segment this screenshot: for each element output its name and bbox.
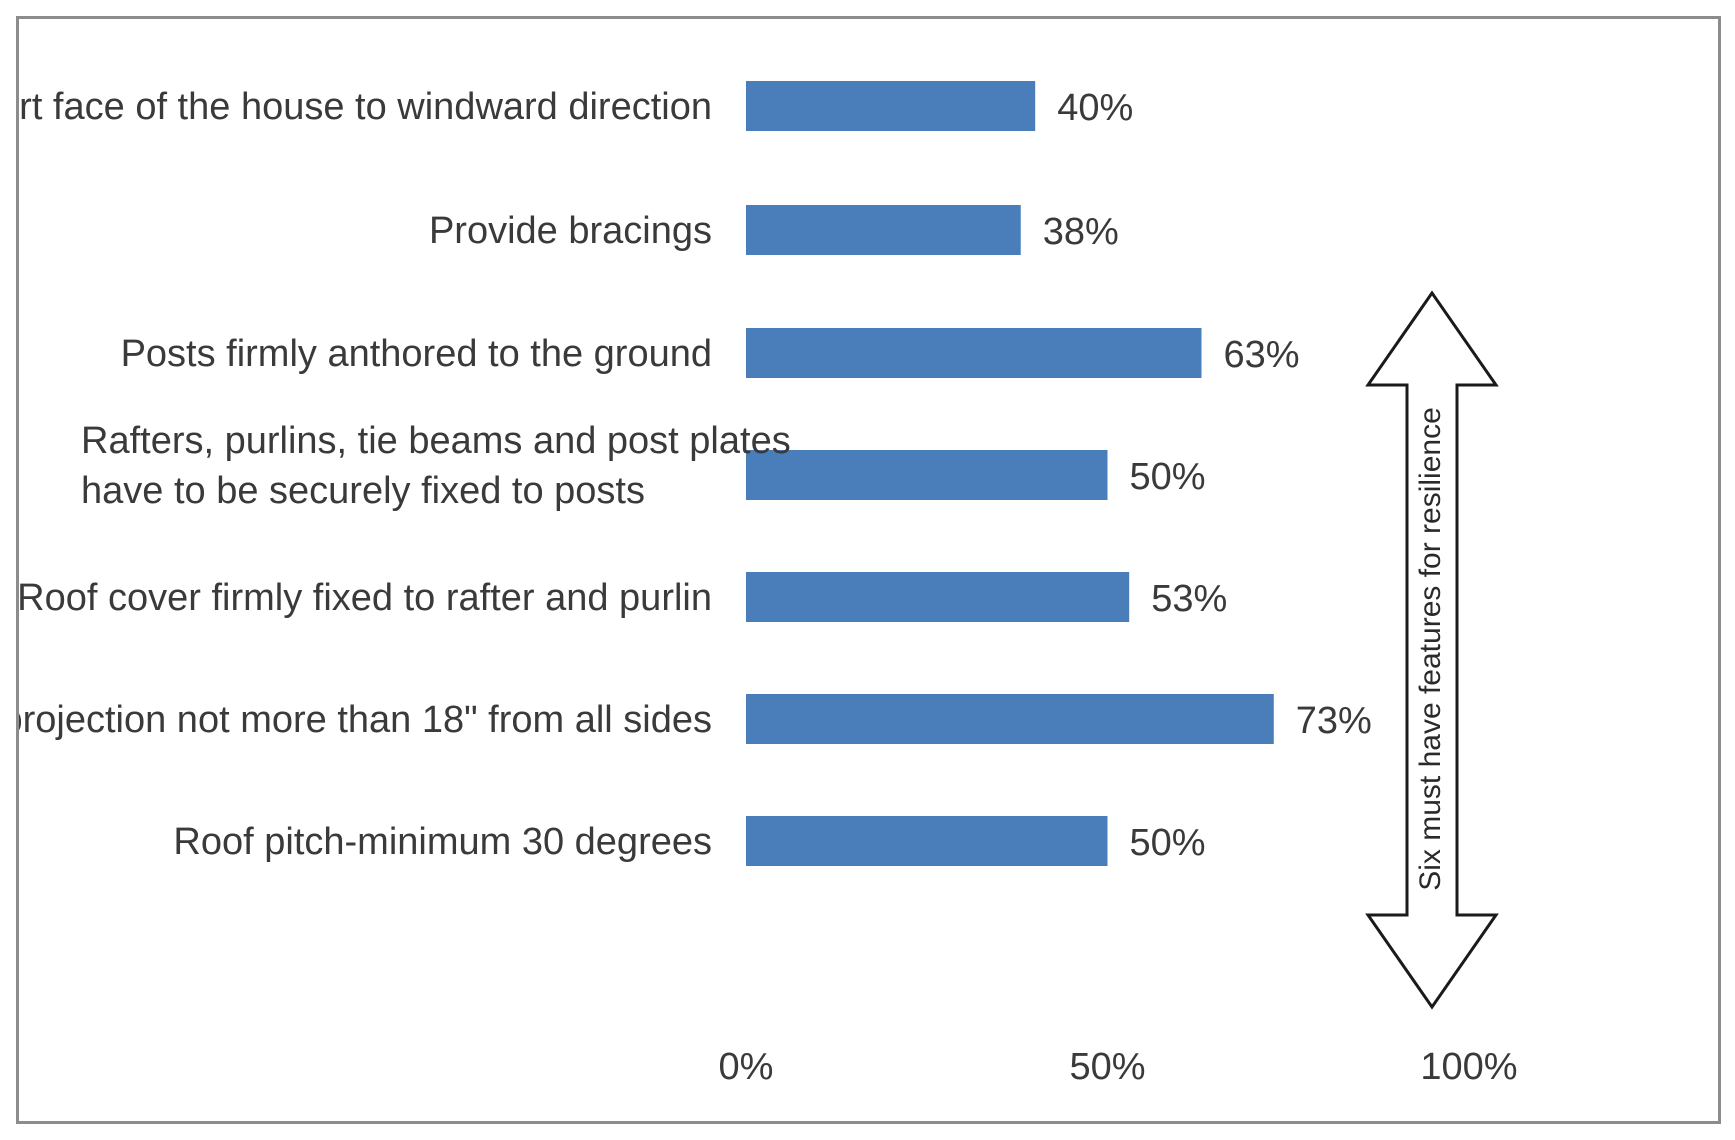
bars-layer (746, 81, 1274, 866)
bar (746, 81, 1036, 131)
x-tick-label: 100% (1420, 1046, 1517, 1088)
category-label: Roof cover firmly fixed to rafter and pu… (19, 577, 712, 619)
bar (746, 205, 1021, 255)
category-label: Rafters, purlins, tie beams and post pla… (81, 420, 791, 512)
bar-chart: Short face of the house to windward dire… (19, 81, 1518, 1088)
category-label: Posts firmly anthored to the ground (121, 333, 712, 375)
bar-value-label: 50% (1130, 456, 1206, 498)
annotation-arrow-group: Six must have features for resilience (1365, 290, 1499, 1010)
bar-value-label: 38% (1043, 211, 1119, 253)
chart-frame: Short face of the house to windward dire… (16, 16, 1721, 1124)
category-label-line: Rafters, purlins, tie beams and post pla… (81, 420, 791, 462)
category-label: Roof projection not more than 18" from a… (19, 699, 712, 741)
x-tick-label: 50% (1069, 1046, 1145, 1088)
bar (746, 328, 1202, 378)
double-arrow-icon (1365, 290, 1499, 1010)
bar (746, 572, 1130, 622)
category-label: Roof pitch-minimum 30 degrees (173, 821, 712, 863)
category-label-line: have to be securely fixed to posts (81, 470, 645, 512)
bar-value-label: 40% (1057, 87, 1133, 129)
value-labels-layer: 40% 38% 63% 50% 53% 73% 50% (1043, 87, 1372, 864)
bar (746, 450, 1108, 500)
annotation-label: Six must have features for resilience (1414, 407, 1447, 891)
bar-value-label: 53% (1151, 578, 1227, 620)
bar-value-label: 63% (1223, 334, 1299, 376)
category-labels-layer: Short face of the house to windward dire… (19, 86, 791, 863)
category-label: Short face of the house to windward dire… (19, 86, 712, 128)
bar-value-label: 73% (1296, 700, 1372, 742)
category-label: Provide bracings (429, 210, 712, 252)
bar (746, 694, 1274, 744)
x-tick-label: 0% (719, 1046, 774, 1088)
x-axis-ticks-layer: 0% 50% 100% (719, 1046, 1518, 1088)
bar (746, 816, 1108, 866)
bar-value-label: 50% (1130, 822, 1206, 864)
